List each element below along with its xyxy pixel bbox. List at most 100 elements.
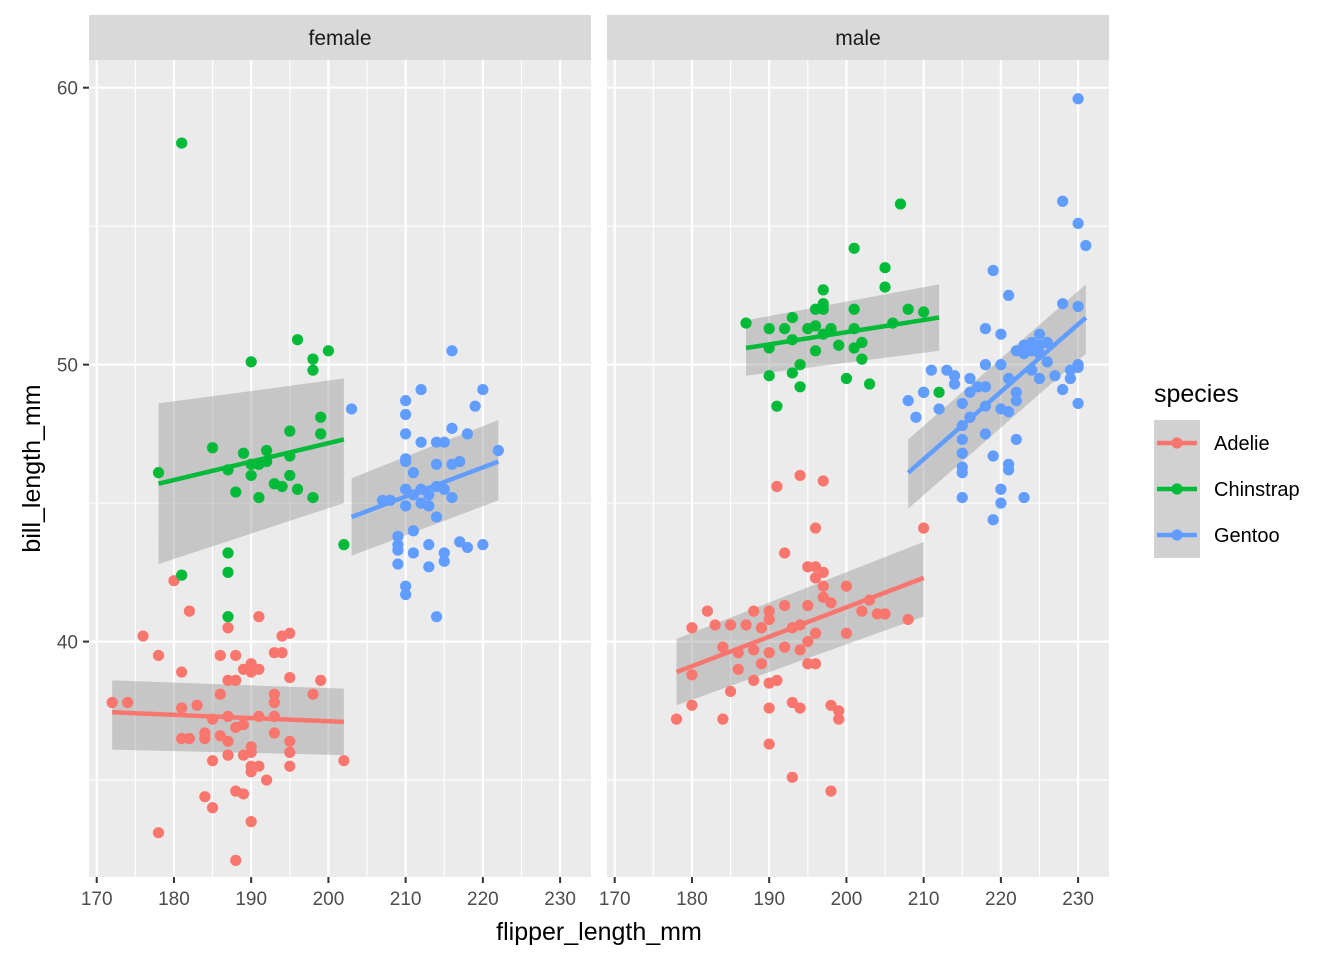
data-point-gentoo	[392, 558, 404, 570]
panel-background-male	[607, 60, 1109, 877]
data-point-gentoo	[995, 328, 1007, 340]
data-point-adelie	[245, 760, 257, 772]
data-point-chinstrap	[786, 311, 798, 324]
data-point-adelie	[176, 732, 188, 745]
data-point-chinstrap	[176, 137, 188, 149]
y-tick-label: 40	[57, 633, 78, 654]
data-point-adelie	[871, 608, 883, 620]
data-point-adelie	[268, 727, 280, 739]
data-point-adelie	[245, 658, 257, 670]
data-point-adelie	[237, 719, 250, 731]
fit-line-chinstrap	[157, 437, 345, 486]
data-point-adelie	[724, 685, 737, 698]
data-point-chinstrap	[276, 480, 288, 493]
data-point-adelie	[763, 647, 775, 659]
data-point-adelie	[686, 669, 698, 681]
data-point-gentoo	[910, 411, 922, 423]
data-point-gentoo	[948, 378, 961, 390]
data-point-gentoo	[987, 264, 999, 277]
data-point-gentoo	[1057, 383, 1069, 396]
data-point-adelie	[732, 663, 744, 675]
data-point-adelie	[237, 788, 250, 800]
data-point-adelie	[763, 613, 775, 626]
data-point-adelie	[902, 613, 914, 626]
data-point-adelie	[740, 619, 752, 631]
panel-female: female 170 180 190 200 210 220 230 40 50 60	[57, 15, 591, 910]
data-point-adelie	[268, 647, 280, 659]
data-point-adelie	[794, 702, 806, 714]
data-point-adelie	[222, 735, 234, 747]
data-point-adelie	[152, 649, 165, 662]
data-point-adelie	[833, 705, 845, 717]
data-point-adelie	[802, 658, 814, 670]
data-point-gentoo	[1072, 300, 1084, 313]
data-point-gentoo	[345, 403, 358, 415]
data-point-gentoo	[1041, 356, 1053, 368]
data-point-gentoo	[1041, 336, 1053, 349]
data-point-adelie	[817, 475, 829, 487]
data-point-chinstrap	[315, 411, 327, 423]
x-tick-label: 170	[81, 889, 113, 910]
data-point-chinstrap	[338, 539, 350, 551]
data-point-adelie	[230, 674, 242, 686]
x-tick-label: 230	[1062, 889, 1094, 910]
gridlines-female	[89, 60, 591, 877]
strip-male-bg	[607, 15, 1109, 60]
data-point-adelie	[253, 663, 265, 675]
data-point-chinstrap	[245, 469, 257, 482]
legend: species Adelie Chinstrap Gentoo	[1154, 380, 1300, 558]
strip-label-male: male	[835, 27, 881, 50]
fit-lines-male	[675, 315, 1088, 675]
x-tick-label: 220	[985, 889, 1017, 910]
data-point-adelie	[191, 699, 203, 711]
data-point-gentoo	[469, 400, 481, 412]
data-point-chinstrap	[284, 425, 296, 437]
data-point-gentoo	[1003, 289, 1015, 302]
data-point-gentoo	[925, 364, 937, 376]
data-point-gentoo	[1003, 406, 1015, 418]
data-point-adelie	[755, 622, 768, 634]
data-point-chinstrap	[253, 491, 265, 504]
data-point-gentoo	[423, 539, 435, 551]
data-point-gentoo	[438, 555, 450, 567]
data-point-gentoo	[964, 386, 976, 398]
data-point-chinstrap	[848, 242, 860, 254]
data-point-adelie	[206, 802, 219, 814]
x-tick-label: 190	[235, 889, 267, 910]
data-point-chinstrap	[848, 303, 860, 315]
data-point-gentoo	[477, 539, 489, 551]
data-point-adelie	[268, 688, 280, 700]
data-point-gentoo	[438, 483, 450, 495]
data-point-gentoo	[1003, 464, 1015, 476]
fit-lines-female	[112, 437, 500, 725]
data-point-gentoo	[400, 455, 412, 468]
data-point-gentoo	[1064, 372, 1076, 385]
data-point-adelie	[276, 647, 288, 659]
data-point-gentoo	[1057, 298, 1069, 310]
data-point-chinstrap	[763, 370, 775, 382]
data-point-adelie	[779, 641, 791, 653]
y-axis: 40 50 60	[57, 79, 89, 654]
data-point-chinstrap	[315, 428, 327, 440]
data-point-chinstrap	[825, 323, 837, 335]
data-point-adelie	[338, 755, 350, 767]
data-point-gentoo	[979, 381, 992, 393]
data-point-gentoo	[995, 497, 1007, 509]
data-point-adelie	[817, 591, 829, 603]
data-point-gentoo	[902, 395, 914, 407]
x-tick-label: 180	[158, 889, 190, 910]
data-point-adelie	[817, 566, 829, 578]
data-point-adelie	[701, 605, 714, 617]
data-point-adelie	[802, 599, 814, 612]
x-tick-label: 200	[313, 889, 345, 910]
data-point-chinstrap	[856, 336, 868, 349]
data-point-chinstrap	[902, 303, 914, 315]
data-point-adelie	[786, 696, 798, 709]
data-point-gentoo	[423, 489, 435, 501]
data-point-chinstrap	[809, 345, 822, 357]
data-point-gentoo	[995, 483, 1007, 495]
data-point-adelie	[809, 627, 822, 639]
x-tick-label: 220	[467, 889, 499, 910]
